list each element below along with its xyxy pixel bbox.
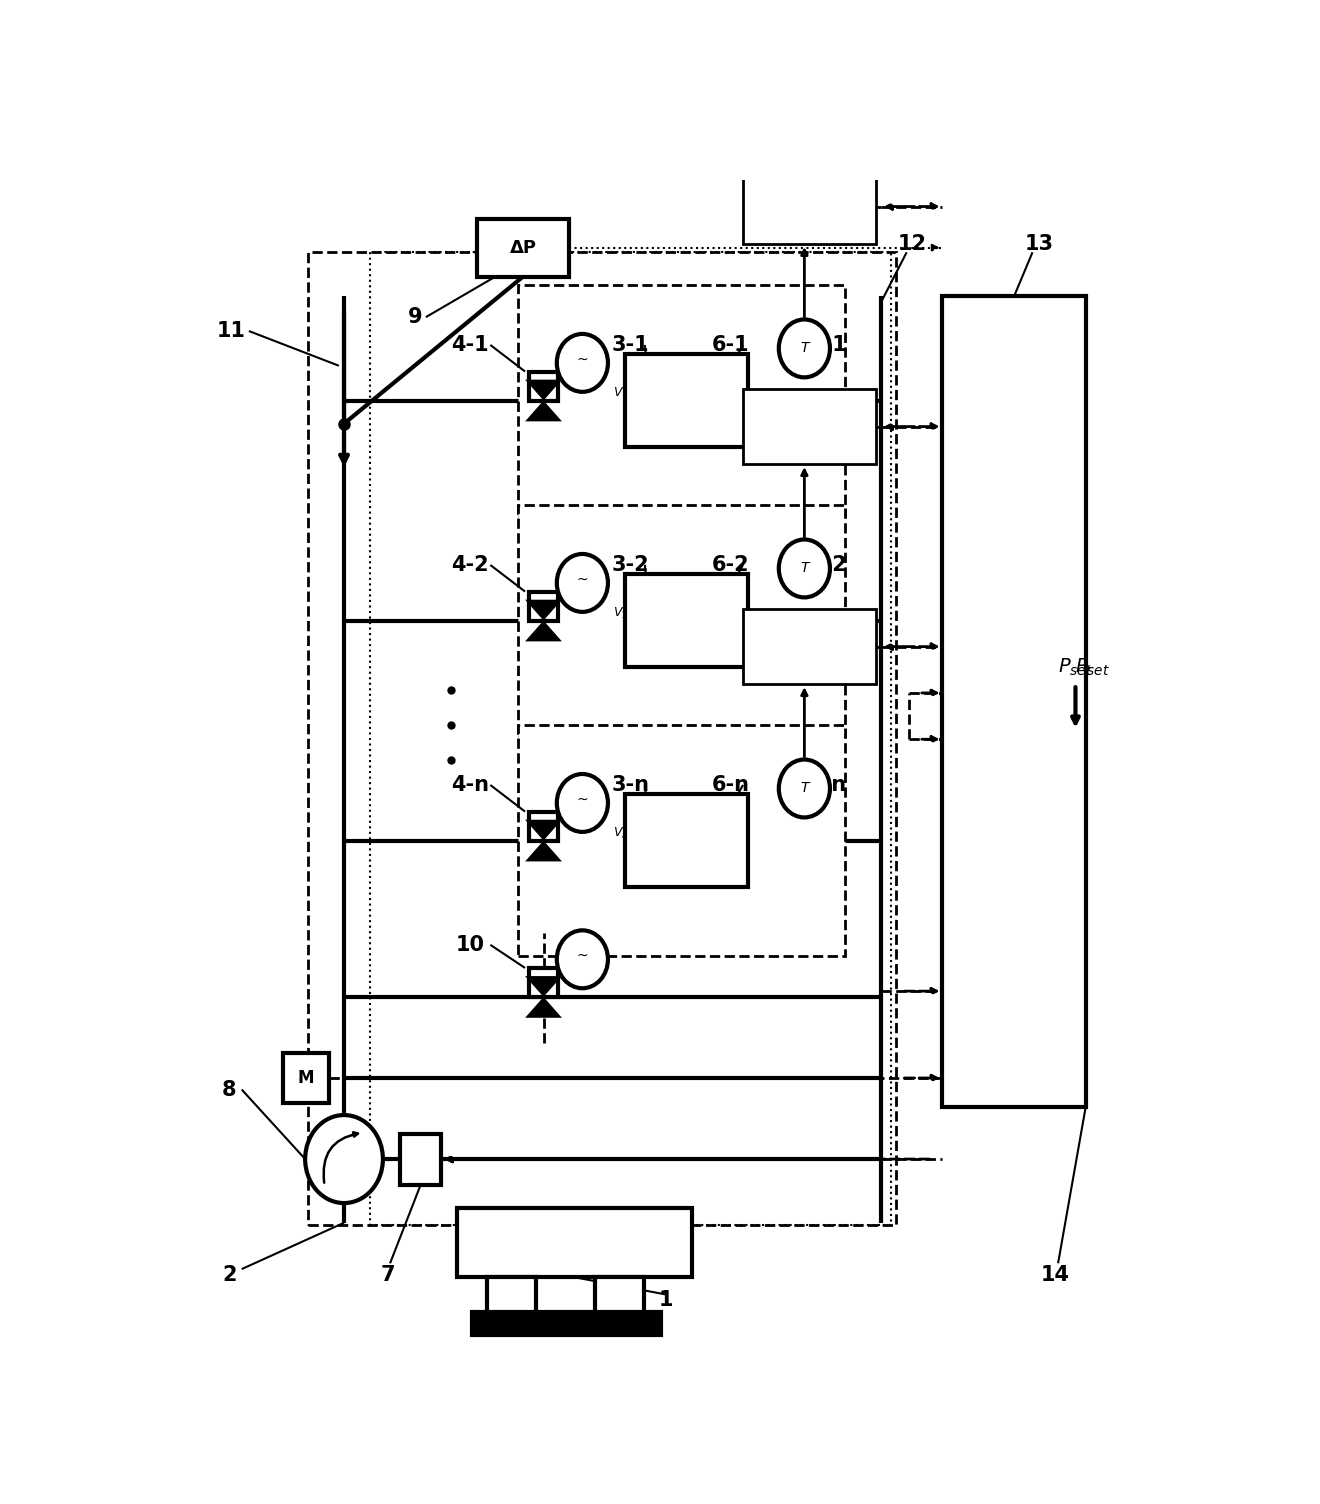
- Text: 8: 8: [222, 1080, 236, 1099]
- Polygon shape: [525, 379, 562, 400]
- Circle shape: [557, 334, 609, 393]
- Text: 13: 13: [1026, 235, 1055, 254]
- Text: 5-n: 5-n: [809, 775, 847, 796]
- Bar: [529, 969, 558, 997]
- Bar: [370, 253, 891, 1226]
- Text: $P_{set}$: $P_{set}$: [1076, 656, 1110, 677]
- Text: 6-2: 6-2: [711, 555, 750, 575]
- Bar: [282, 1053, 329, 1104]
- Bar: [487, 1277, 536, 1316]
- Text: $V_2$: $V_2$: [612, 606, 628, 621]
- Bar: [529, 371, 558, 400]
- Bar: [626, 355, 748, 447]
- Circle shape: [305, 1114, 383, 1203]
- Text: 3-n: 3-n: [611, 775, 649, 796]
- Text: 3-1: 3-1: [611, 335, 649, 355]
- Polygon shape: [525, 997, 562, 1018]
- Bar: [517, 725, 845, 957]
- Text: ~: ~: [577, 573, 589, 587]
- Circle shape: [557, 553, 609, 612]
- Bar: [626, 794, 748, 887]
- Bar: [309, 253, 896, 1226]
- Text: M: M: [297, 1069, 314, 1087]
- Text: $V_n$: $V_n$: [612, 826, 628, 841]
- Text: T: T: [800, 341, 809, 355]
- Circle shape: [779, 319, 830, 378]
- Text: 7: 7: [380, 1265, 395, 1284]
- Text: 10: 10: [455, 935, 484, 955]
- Text: ~: ~: [577, 352, 589, 367]
- Text: 14: 14: [1040, 1265, 1069, 1284]
- Bar: [594, 1277, 644, 1316]
- Text: ΔP: ΔP: [510, 239, 536, 257]
- Polygon shape: [525, 841, 562, 862]
- Text: $V_1$: $V_1$: [612, 387, 628, 402]
- Bar: [477, 218, 569, 277]
- Circle shape: [557, 775, 609, 832]
- Bar: [529, 591, 558, 621]
- Bar: [743, 168, 876, 244]
- Bar: [517, 284, 845, 516]
- Text: 3-2: 3-2: [611, 555, 649, 575]
- Text: 4-n: 4-n: [451, 775, 488, 796]
- Bar: [626, 575, 748, 666]
- Circle shape: [779, 760, 830, 818]
- Text: 2: 2: [222, 1265, 236, 1284]
- Bar: [743, 609, 876, 684]
- Text: ~: ~: [577, 793, 589, 806]
- Bar: [942, 296, 1085, 1107]
- Text: 5-1: 5-1: [809, 335, 846, 355]
- Text: T: T: [800, 561, 809, 576]
- Text: 6-1: 6-1: [711, 335, 750, 355]
- Bar: [400, 1134, 441, 1185]
- Text: T: T: [800, 782, 809, 796]
- Text: 9: 9: [408, 307, 422, 328]
- Text: 4-1: 4-1: [451, 335, 488, 355]
- Polygon shape: [525, 400, 562, 421]
- Text: 12: 12: [898, 235, 927, 254]
- Bar: [517, 505, 845, 737]
- Bar: [529, 812, 558, 841]
- Text: 6-n: 6-n: [711, 775, 750, 796]
- Text: $P_{set}$: $P_{set}$: [1057, 656, 1093, 677]
- Polygon shape: [525, 820, 562, 841]
- Polygon shape: [525, 600, 562, 621]
- Bar: [473, 1311, 661, 1336]
- Text: 5-2: 5-2: [809, 555, 846, 575]
- Bar: [743, 390, 876, 465]
- Circle shape: [557, 931, 609, 988]
- Circle shape: [779, 540, 830, 597]
- Text: 1: 1: [659, 1290, 673, 1310]
- Text: 4-2: 4-2: [451, 555, 488, 575]
- Text: ~: ~: [577, 949, 589, 963]
- Text: 11: 11: [216, 320, 246, 341]
- Polygon shape: [525, 976, 562, 997]
- Bar: [457, 1208, 692, 1277]
- Polygon shape: [525, 621, 562, 641]
